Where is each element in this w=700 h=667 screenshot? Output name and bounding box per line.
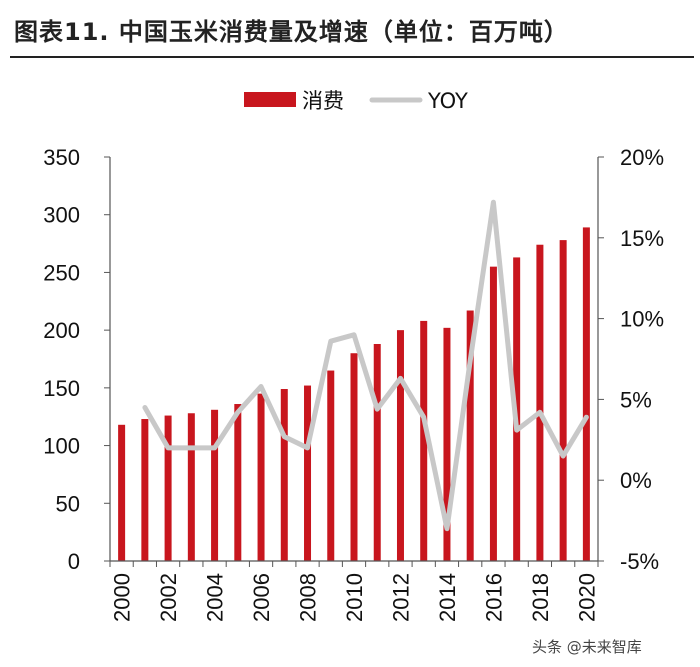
bar-2019 <box>559 240 567 561</box>
bar-2005 <box>234 404 242 561</box>
x-tick-label: 2008 <box>296 573 321 622</box>
x-tick-label: 2010 <box>342 573 367 622</box>
bar-2018 <box>536 244 544 561</box>
bar-2006 <box>257 393 265 561</box>
y-right-tick-label: -5% <box>620 549 659 574</box>
chart-title: 图表11. 中国玉米消费量及增速（单位：百万吨） <box>14 18 569 46</box>
y-left-tick-label: 150 <box>43 376 80 401</box>
bar-2000 <box>118 424 126 561</box>
y-left-tick-label: 200 <box>43 318 80 343</box>
bar-2020 <box>582 227 590 561</box>
x-tick-label: 2018 <box>528 573 553 622</box>
bar-2001 <box>141 419 149 561</box>
bar-series <box>118 227 590 561</box>
x-tick-label: 2002 <box>156 573 181 622</box>
y-left-tick-label: 350 <box>43 145 80 170</box>
legend: 消费 YOY <box>244 89 468 113</box>
y-left-tick-label: 100 <box>43 434 80 459</box>
bar-2003 <box>187 413 195 561</box>
yoy-series <box>142 199 589 532</box>
legend-swatch-bar <box>244 92 296 107</box>
watermark: 头条 @未来智库 <box>528 636 646 657</box>
yoy-line <box>142 199 589 532</box>
y-left-tick-label: 0 <box>68 549 80 574</box>
bar-2008 <box>304 385 312 561</box>
y-right-tick-label: 15% <box>620 226 664 251</box>
axes <box>104 156 604 567</box>
x-tick-label: 2004 <box>203 573 228 622</box>
bar-2010 <box>350 353 358 561</box>
bar-2002 <box>164 415 172 561</box>
bar-2011 <box>373 343 381 561</box>
x-tick-label: 2014 <box>435 573 460 622</box>
x-tick-label: 2006 <box>249 573 274 622</box>
y-right-tick-label: 20% <box>620 145 664 170</box>
y-right-tick-label: 10% <box>620 307 664 332</box>
x-tick-label: 2000 <box>110 573 135 622</box>
bar-2016 <box>489 266 497 561</box>
title-divider <box>10 56 694 58</box>
watermark-text: 头条 @未来智库 <box>532 638 642 656</box>
y-left-tick-label: 250 <box>43 260 80 285</box>
y-left-tick-label: 300 <box>43 203 80 228</box>
bar-2012 <box>396 330 404 561</box>
bar-2013 <box>420 320 428 561</box>
bar-2014 <box>443 327 451 561</box>
bar-2015 <box>466 310 474 561</box>
y-right-tick-label: 0% <box>620 468 652 493</box>
bar-2009 <box>327 370 335 561</box>
y-right-tick-label: 5% <box>620 387 652 412</box>
bar-2007 <box>280 389 288 561</box>
x-tick-label: 2016 <box>481 573 506 622</box>
y-left-tick-label: 50 <box>56 491 80 516</box>
x-tick-label: 2020 <box>574 573 599 622</box>
tick-labels: 0 50 100 150 200 250 300 350 -5% 0% 5% 10% 15% 20% 200… <box>43 145 664 622</box>
legend-label-consumption: 消费 <box>302 89 344 113</box>
bar-2004 <box>211 409 219 561</box>
legend-label-yoy: YOY <box>427 89 468 113</box>
x-tick-label: 2012 <box>388 573 413 622</box>
